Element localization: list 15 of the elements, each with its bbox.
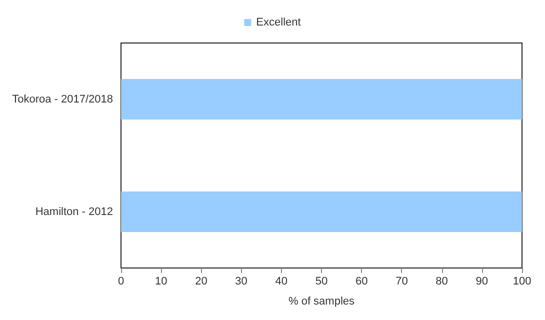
- x-tick-label: 10: [154, 276, 168, 288]
- x-tick-label: 40: [275, 276, 288, 288]
- x-tick-label: 70: [396, 276, 408, 288]
- y-tick-label: Tokoroa - 2017/2018: [12, 93, 113, 106]
- x-tick-label: 90: [476, 276, 488, 288]
- x-tick-label: 80: [436, 276, 448, 288]
- x-tick-label: 0: [118, 276, 124, 288]
- y-tick-label: Hamilton - 2012: [35, 206, 113, 218]
- x-tick-label: 20: [195, 276, 208, 288]
- x-tick-label: 100: [512, 276, 532, 288]
- x-tick-label: 60: [355, 276, 368, 288]
- x-axis-title: % of samples: [288, 296, 356, 308]
- x-tick-label: 30: [235, 276, 248, 288]
- x-tick-label: 50: [315, 276, 328, 288]
- legend-label: Excellent: [256, 16, 301, 28]
